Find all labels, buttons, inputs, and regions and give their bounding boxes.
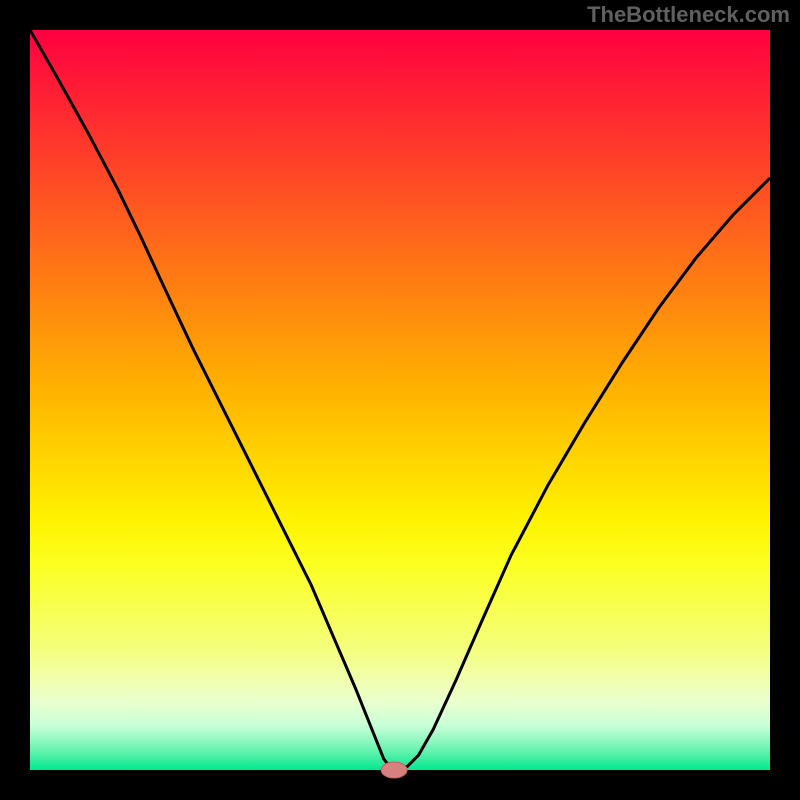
plot-background [30, 30, 770, 770]
watermark: TheBottleneck.com [587, 2, 790, 27]
optimal-point-marker [381, 762, 407, 778]
bottleneck-chart: TheBottleneck.com [0, 0, 800, 800]
chart-svg: TheBottleneck.com [0, 0, 800, 800]
